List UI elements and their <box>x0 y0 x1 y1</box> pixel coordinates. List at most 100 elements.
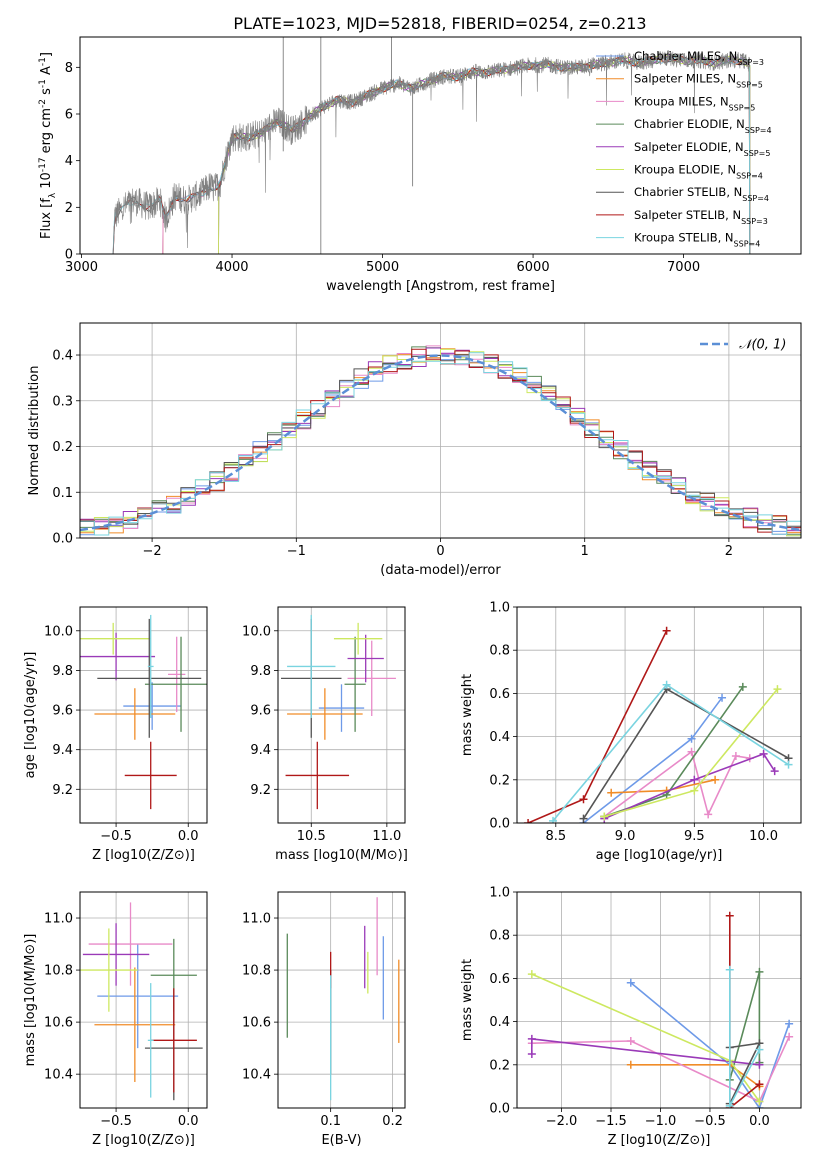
weight-point-marker <box>527 1050 536 1058</box>
y-tick-label: 11.0 <box>44 912 73 927</box>
weight-series-line <box>630 982 790 1108</box>
weight-point-marker <box>527 1034 536 1043</box>
y-tick-label: 4 <box>65 154 73 169</box>
weight-series-line <box>531 973 761 1102</box>
y-tick-label: 9.8 <box>250 664 271 679</box>
panel-spectrum: 3000 4000 5000 6000 7000 0 2 4 6 8 wavelength [Ang… <box>38 36 802 294</box>
x-axis-label: age [log10(age/yr)] <box>596 848 723 863</box>
x-tick-label: 3000 <box>65 260 98 275</box>
y-tick-label: 10.6 <box>44 1016 73 1031</box>
y-tick-label: 0.0 <box>489 817 510 832</box>
y-tick-label: 0.6 <box>489 687 510 702</box>
spectrum-legend: Chabrier MILES, NSSP=3 Salpeter MILES, NS… <box>596 49 772 248</box>
weight-point-marker <box>759 749 768 758</box>
y-axis-label: mass weight <box>460 674 475 756</box>
weight-point-marker <box>579 814 588 823</box>
x-tick-label: 10.5 <box>297 829 326 844</box>
y-axis-label: Normed distribution <box>27 366 42 496</box>
weight-point-marker <box>662 680 671 689</box>
weight-point-marker <box>600 812 609 821</box>
weight-point-marker <box>755 1060 764 1069</box>
residual-legend: 𝒩(0, 1) <box>700 338 786 353</box>
x-axis-label: (data-model)/error <box>380 563 501 578</box>
x-tick-label: 7000 <box>667 260 700 275</box>
axes-frame <box>277 891 406 1109</box>
weight-point-marker <box>725 965 734 974</box>
panel-weight-vs-Z: −2.0 −1.5 −1.0 −0.5 0.0 0.0 0.2 0.4 0.6 0.8 1.0 Z [… <box>460 886 802 1148</box>
x-axis-label: mass [log10(M/M⊙)] <box>275 848 408 863</box>
plot-area-age-vs-mass <box>281 614 396 810</box>
weight-series-line <box>603 750 750 818</box>
weight-point-marker <box>725 1101 734 1108</box>
y-tick-label: 0.4 <box>52 349 73 364</box>
weight-point-marker <box>662 626 671 635</box>
x-tick-label: −1.5 <box>595 1114 627 1129</box>
axes-frame <box>277 606 406 824</box>
legend-entry: Salpeter ELODIE, NSSP=5 <box>634 140 770 158</box>
weight-point-marker <box>579 795 588 804</box>
weight-series-line <box>531 1036 790 1103</box>
weight-point-marker <box>755 1045 764 1054</box>
x-tick-label: −2 <box>143 544 162 559</box>
y-tick-label: 0.0 <box>52 532 73 547</box>
weight-point-marker <box>704 810 713 819</box>
x-tick-label: 11.0 <box>372 829 401 844</box>
weight-point-marker <box>785 1032 794 1041</box>
weight-point-marker <box>755 1080 764 1089</box>
x-tick-label: 2 <box>725 544 733 559</box>
x-tick-label: −1 <box>287 544 306 559</box>
y-tick-label: 0.1 <box>52 486 73 501</box>
x-tick-label: −0.5 <box>100 829 132 844</box>
legend-entry: Chabrier ELODIE, NSSP=4 <box>634 117 772 135</box>
weight-series-line <box>603 752 776 820</box>
x-tick-label: 9.0 <box>615 829 636 844</box>
figure-title: PLATE=1023, MJD=52818, FIBERID=0254, z=0… <box>233 14 646 33</box>
x-tick-label: −2.0 <box>546 1114 578 1129</box>
weight-point-marker <box>725 911 734 920</box>
y-tick-label: 0.2 <box>52 440 73 455</box>
weight-point-marker <box>687 734 696 743</box>
y-tick-label: 9.2 <box>52 783 73 798</box>
y-tick-label: 10.6 <box>242 1016 271 1031</box>
x-tick-label: 4000 <box>215 260 248 275</box>
weight-point-marker <box>626 978 635 987</box>
weight-point-marker <box>687 747 696 756</box>
x-axis-label: Z [log10(Z/Z⊙)] <box>92 848 195 863</box>
axes-frame <box>79 891 208 1109</box>
weight-point-marker <box>770 767 779 776</box>
y-tick-label: 0.8 <box>489 929 510 944</box>
panel-residuals: −2 −1 0 1 2 0.0 0.1 0.2 0.3 0.4 (data-model)/error… <box>27 322 802 578</box>
plot-area-mass-vs-ebv <box>286 897 400 1101</box>
x-tick-label: 1 <box>581 544 589 559</box>
x-tick-label: 0.1 <box>320 1114 341 1129</box>
axes-frame <box>79 606 208 824</box>
y-tick-label: 10.8 <box>44 964 73 979</box>
y-tick-label: 0.4 <box>489 730 510 745</box>
weight-series-line <box>531 1038 760 1066</box>
x-tick-label: 0.2 <box>382 1114 403 1129</box>
y-tick-label: 9.8 <box>52 664 73 679</box>
y-tick-label: 10.4 <box>242 1068 271 1083</box>
legend-entry: Chabrier MILES, NSSP=3 <box>634 49 764 67</box>
axes-frame <box>516 606 802 824</box>
x-axis-label: Z [log10(Z/Z⊙)] <box>608 1133 711 1148</box>
weight-point-marker <box>527 970 536 979</box>
plot-area-spectrum <box>112 37 751 254</box>
weight-point-marker <box>690 775 699 784</box>
x-axis-label: wavelength [Angstrom, rest frame] <box>326 279 555 294</box>
weight-point-marker <box>738 682 747 691</box>
y-tick-label: 10.0 <box>242 624 271 639</box>
weight-point-marker <box>549 816 558 823</box>
plot-area-weight-vs-age <box>524 626 793 823</box>
weight-point-marker <box>626 1060 635 1069</box>
y-tick-label: 0.3 <box>52 394 73 409</box>
y-tick-label: 0.0 <box>489 1102 510 1117</box>
model-spectrum-line <box>162 55 751 254</box>
x-tick-label: −0.5 <box>100 1114 132 1129</box>
y-tick-label: 9.6 <box>52 704 73 719</box>
weight-point-marker <box>755 1097 764 1106</box>
y-tick-label: 0.4 <box>489 1015 510 1030</box>
panel-age-vs-mass: 10.5 11.0 9.2 9.4 9.6 9.8 10.0 mass [log10(M/M⊙… <box>242 606 408 863</box>
plot-area-weight-vs-Z <box>527 911 794 1108</box>
